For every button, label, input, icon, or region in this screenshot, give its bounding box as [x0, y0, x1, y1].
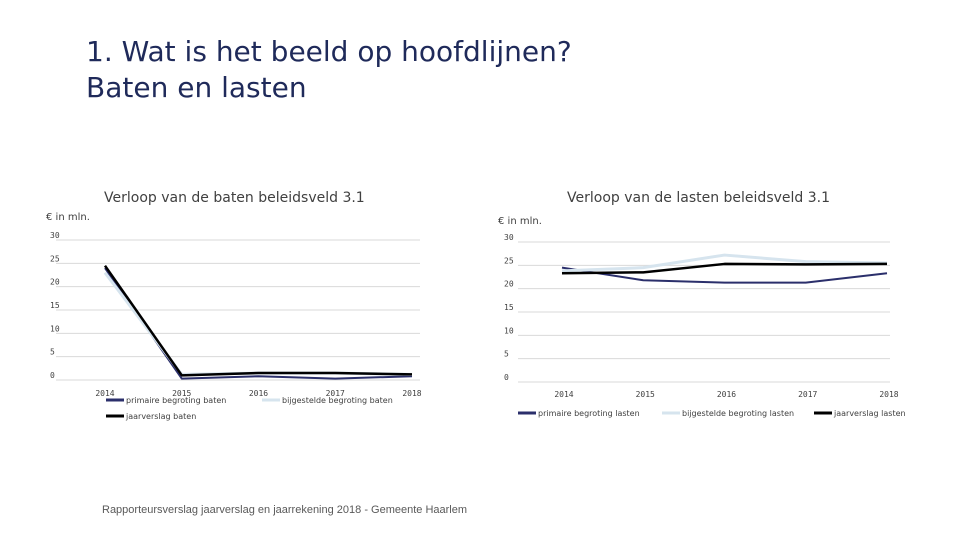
- baten-y-tick-label: 20: [50, 278, 60, 287]
- lasten-y-unit: € in mln.: [498, 216, 542, 227]
- slide-title-line1: 1. Wat is het beeld op hoofdlijnen?: [86, 35, 572, 68]
- baten-x-tick-label: 2016: [249, 389, 268, 398]
- lasten-x-tick-label: 2018: [879, 390, 898, 399]
- slide-footer: Rapporteursverslag jaarverslag en jaarre…: [102, 504, 468, 516]
- lasten-line-chart: 0 5 10 15 20 25 30 2014 2015 2016 2017 2018 primaire…: [504, 233, 906, 418]
- slide-title-line2: Baten en lasten: [86, 71, 307, 104]
- lasten-x-tick-label: 2015: [636, 390, 655, 399]
- baten-legend-label: primaire begroting baten: [126, 396, 226, 405]
- lasten-x-tick-label: 2014: [554, 390, 573, 399]
- lasten-series-line-3: [561, 262, 888, 275]
- lasten-series-line-1: [561, 266, 888, 284]
- lasten-y-tick-label: 30: [504, 233, 514, 242]
- baten-legend-label: jaarverslag baten: [125, 412, 196, 421]
- lasten-x-tick-label: 2016: [717, 390, 736, 399]
- baten-x-tick-label: 2014: [95, 389, 114, 398]
- baten-y-tick-label: 30: [50, 231, 60, 240]
- baten-y-tick-label: 5: [50, 348, 55, 357]
- lasten-x-tick-label: 2017: [798, 390, 817, 399]
- lasten-y-tick-label: 0: [504, 373, 509, 382]
- baten-x-tick-label: 2017: [326, 389, 345, 398]
- baten-y-tick-label: 25: [50, 254, 60, 263]
- baten-chart-title: Verloop van de baten beleidsveld 3.1: [104, 190, 365, 206]
- lasten-legend-label: primaire begroting lasten: [538, 409, 640, 418]
- lasten-y-tick-label: 15: [504, 303, 514, 312]
- baten-y-unit: € in mln.: [46, 212, 90, 223]
- baten-series-line-2: [103, 271, 413, 376]
- baten-x-tick-label: 2015: [172, 389, 191, 398]
- lasten-legend-label: bijgestelde begroting lasten: [682, 409, 794, 418]
- lasten-y-tick-label: 20: [504, 280, 514, 289]
- lasten-chart-title: Verloop van de lasten beleidsveld 3.1: [567, 190, 831, 206]
- lasten-series-line-2: [561, 253, 888, 273]
- baten-line-chart: 0 5 10 15 20 25 30 2014 2015 2016 2017 2018 primaire…: [50, 231, 422, 421]
- lasten-y-tick-label: 10: [504, 326, 514, 335]
- baten-y-tick-label: 15: [50, 301, 60, 310]
- slide-title: 1. Wat is het beeld op hoofdlijnen? Bate…: [86, 34, 572, 106]
- baten-legend-label: bijgestelde begroting baten: [282, 396, 393, 405]
- lasten-y-tick-label: 25: [504, 256, 514, 265]
- baten-y-tick-label: 10: [50, 324, 60, 333]
- baten-y-tick-label: 0: [50, 371, 55, 380]
- baten-series-line-3: [103, 264, 413, 377]
- lasten-legend-label: jaarverslag lasten: [833, 409, 906, 418]
- baten-x-tick-label: 2018: [402, 389, 421, 398]
- lasten-y-tick-label: 5: [504, 350, 509, 359]
- baten-series-line-1: [104, 267, 413, 380]
